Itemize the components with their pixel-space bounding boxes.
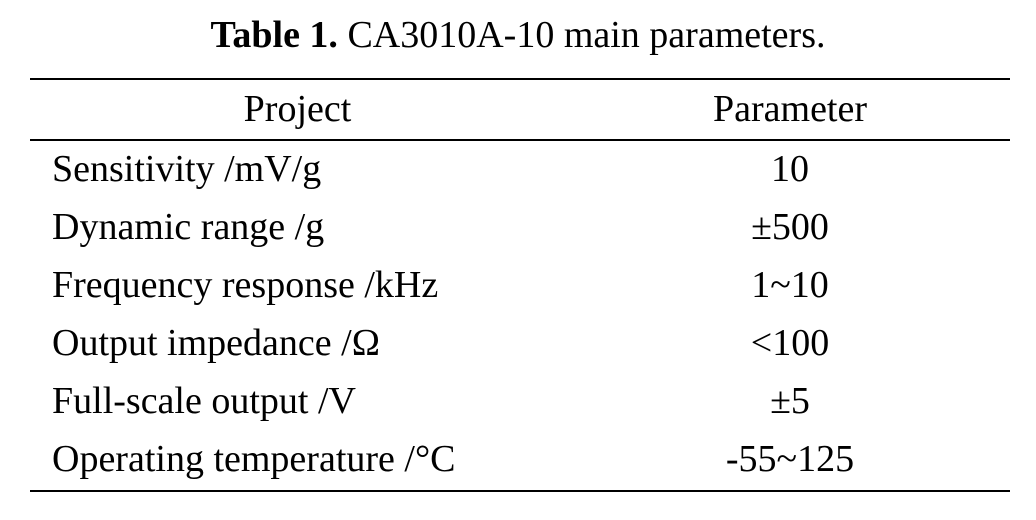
top-rule bbox=[30, 78, 1010, 80]
table-row: Frequency response /kHz 1~10 bbox=[30, 256, 1010, 314]
row-parameter: -55~125 bbox=[725, 438, 855, 480]
table-row: Dynamic range /g ±500 bbox=[30, 198, 1010, 256]
row-parameter: <100 bbox=[750, 322, 830, 364]
table-row: Full-scale output /V ±5 bbox=[30, 372, 1010, 430]
row-project: Frequency response /kHz bbox=[52, 264, 439, 306]
row-parameter: 10 bbox=[771, 148, 809, 190]
row-project: Operating temperature /°C bbox=[52, 438, 456, 480]
row-parameter: 1~10 bbox=[751, 264, 829, 306]
row-parameter: ±5 bbox=[770, 380, 810, 422]
table-row: Operating temperature /°C -55~125 bbox=[30, 430, 1010, 488]
table-row: Sensitivity /mV/g 10 bbox=[30, 140, 1010, 198]
table-header-row: Project Parameter bbox=[30, 80, 1010, 138]
row-project: Dynamic range /g bbox=[52, 206, 325, 248]
row-project: Sensitivity /mV/g bbox=[52, 148, 322, 190]
table-title: CA3010A-10 main parameters. bbox=[337, 14, 826, 56]
bottom-rule bbox=[30, 490, 1010, 492]
table-row: Output impedance /Ω <100 bbox=[30, 314, 1010, 372]
header-parameter: Parameter bbox=[712, 88, 868, 130]
row-project: Output impedance /Ω bbox=[52, 322, 380, 364]
row-project: Full-scale output /V bbox=[52, 380, 356, 422]
table-caption: Table 1. CA3010A-10 main parameters. bbox=[0, 10, 1036, 60]
row-parameter: ±500 bbox=[751, 206, 829, 248]
header-rule bbox=[30, 139, 1010, 141]
header-project: Project bbox=[243, 88, 352, 130]
table-label: Table 1. bbox=[210, 14, 338, 56]
